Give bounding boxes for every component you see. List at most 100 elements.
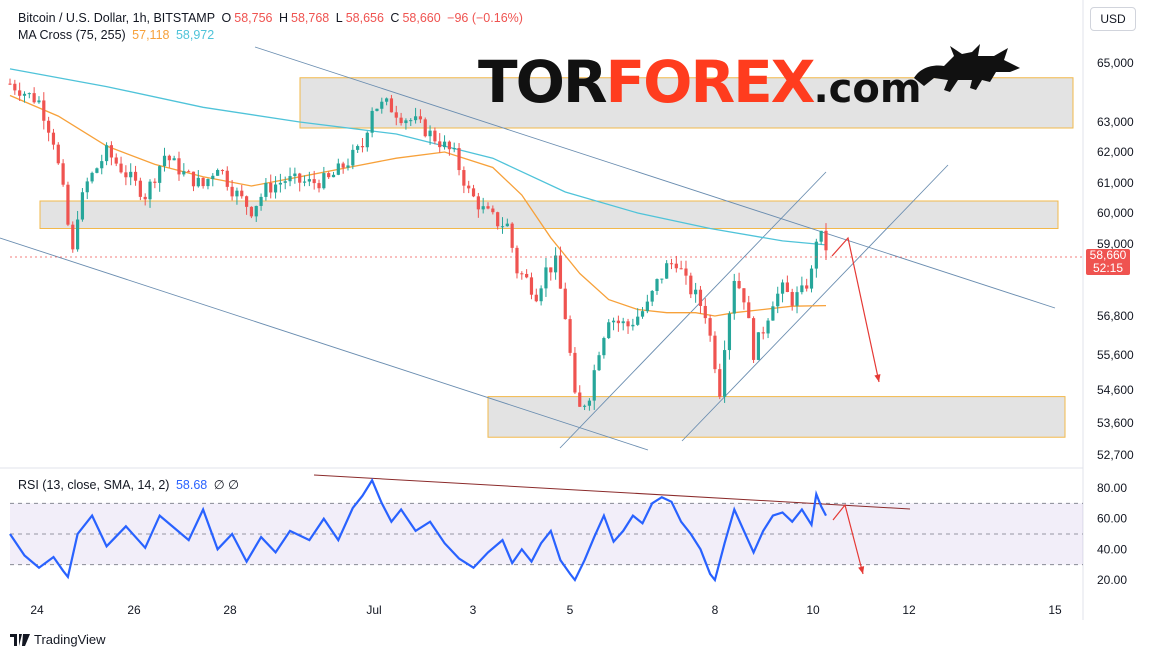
candle-body xyxy=(269,182,273,193)
candle-body xyxy=(370,110,374,133)
candle-body xyxy=(413,116,418,121)
candle-body xyxy=(254,205,258,217)
candle-body xyxy=(129,171,133,178)
bar-countdown: 52:15 xyxy=(1092,261,1124,275)
candle-body xyxy=(182,171,186,175)
tradingview-brand[interactable]: TradingView xyxy=(10,632,106,647)
candle-body xyxy=(100,161,104,169)
candle-body xyxy=(8,83,12,85)
candle-body xyxy=(293,173,297,177)
candle-body xyxy=(809,268,814,289)
candle-body xyxy=(718,369,722,397)
currency-button[interactable]: USD xyxy=(1090,7,1136,31)
candle-body xyxy=(148,181,152,200)
candle-body xyxy=(153,181,157,183)
candle-body xyxy=(703,305,707,319)
candle-body xyxy=(409,120,413,122)
rsi-tick-label: 40.00 xyxy=(1097,542,1127,556)
candle-body xyxy=(341,163,345,168)
candle-body xyxy=(42,100,46,121)
candle-body xyxy=(771,306,775,321)
candle-body xyxy=(356,146,360,150)
symbol-legend: Bitcoin / U.S. Dollar, 1h, BITSTAMP O 58,… xyxy=(18,11,523,25)
candle-body xyxy=(273,184,278,193)
ma-fast-line xyxy=(9,94,827,317)
candle-body xyxy=(61,163,65,185)
forecast-arrow-rsi xyxy=(832,503,864,575)
candle-body xyxy=(380,101,384,109)
time-tick-label: 5 xyxy=(567,603,574,617)
candle-body xyxy=(109,145,113,158)
candle-body xyxy=(636,316,640,325)
candle-body xyxy=(235,190,239,197)
forecast-arrow-price xyxy=(831,236,880,383)
support-resistance-zone xyxy=(487,396,1066,438)
ma-slow-line xyxy=(9,68,827,246)
candle-body xyxy=(747,302,751,319)
candle-body xyxy=(684,268,688,276)
candle-body xyxy=(191,171,196,187)
change-value: −96 (−0.16%) xyxy=(447,11,523,25)
candle-body xyxy=(785,282,789,293)
candle-body xyxy=(592,370,596,401)
price-tick-label: 52,700 xyxy=(1097,448,1134,462)
candle-body xyxy=(496,212,500,227)
candle-body xyxy=(539,288,543,302)
candle-body xyxy=(650,290,654,302)
candle-body xyxy=(790,292,794,306)
candle-body xyxy=(442,141,447,148)
candle-body xyxy=(216,170,220,176)
candle-body xyxy=(51,132,56,145)
candle-body xyxy=(428,130,432,137)
candle-body xyxy=(723,350,727,397)
candle-body xyxy=(133,171,138,181)
candle-body xyxy=(751,318,756,360)
time-tick-label: 28 xyxy=(223,603,237,617)
trend-channel-line xyxy=(559,171,827,449)
candle-body xyxy=(737,280,741,289)
support-resistance-zone xyxy=(39,200,1059,229)
candle-body xyxy=(66,184,70,225)
candle-body xyxy=(104,145,109,162)
time-tick-label: Jul xyxy=(366,603,381,617)
high-value: 58,768 xyxy=(291,11,330,25)
candle-body xyxy=(56,144,60,164)
candle-body xyxy=(394,112,398,118)
candle-body xyxy=(520,273,524,275)
candle-body xyxy=(742,288,746,303)
candle-body xyxy=(467,185,471,189)
candle-body xyxy=(404,120,408,124)
candle-body xyxy=(471,188,476,197)
candle-body xyxy=(177,158,181,175)
candle-body xyxy=(780,282,785,294)
candle-body xyxy=(819,230,823,242)
candle-body xyxy=(317,183,321,189)
low-value: 58,656 xyxy=(345,11,384,25)
candle-body xyxy=(138,180,142,197)
price-tick-label: 65,000 xyxy=(1097,56,1134,70)
ma-fast-value: 57,118 xyxy=(132,28,170,42)
candle-body xyxy=(206,179,210,187)
candle-body xyxy=(346,165,350,168)
time-tick-label: 12 xyxy=(902,603,916,617)
time-tick-label: 8 xyxy=(712,603,719,617)
rsi-tick-label: 80.00 xyxy=(1097,481,1127,495)
candle-body xyxy=(278,182,282,185)
candle-body xyxy=(587,400,592,406)
candle-body xyxy=(220,170,225,172)
candle-body xyxy=(626,321,630,327)
tradingview-logo-icon xyxy=(10,633,30,646)
time-tick-label: 10 xyxy=(806,603,820,617)
trend-channel-line xyxy=(254,46,1056,309)
candle-body xyxy=(399,117,403,124)
trend-channel-line xyxy=(0,237,649,451)
time-tick-label: 24 xyxy=(30,603,44,617)
candle-body xyxy=(331,174,336,178)
candle-body xyxy=(249,206,254,217)
candle-body xyxy=(776,293,780,307)
candle-body xyxy=(312,179,316,184)
candle-body xyxy=(119,163,123,173)
price-tick-label: 56,800 xyxy=(1097,309,1134,323)
candle-body xyxy=(679,268,683,270)
candle-body xyxy=(698,289,703,306)
